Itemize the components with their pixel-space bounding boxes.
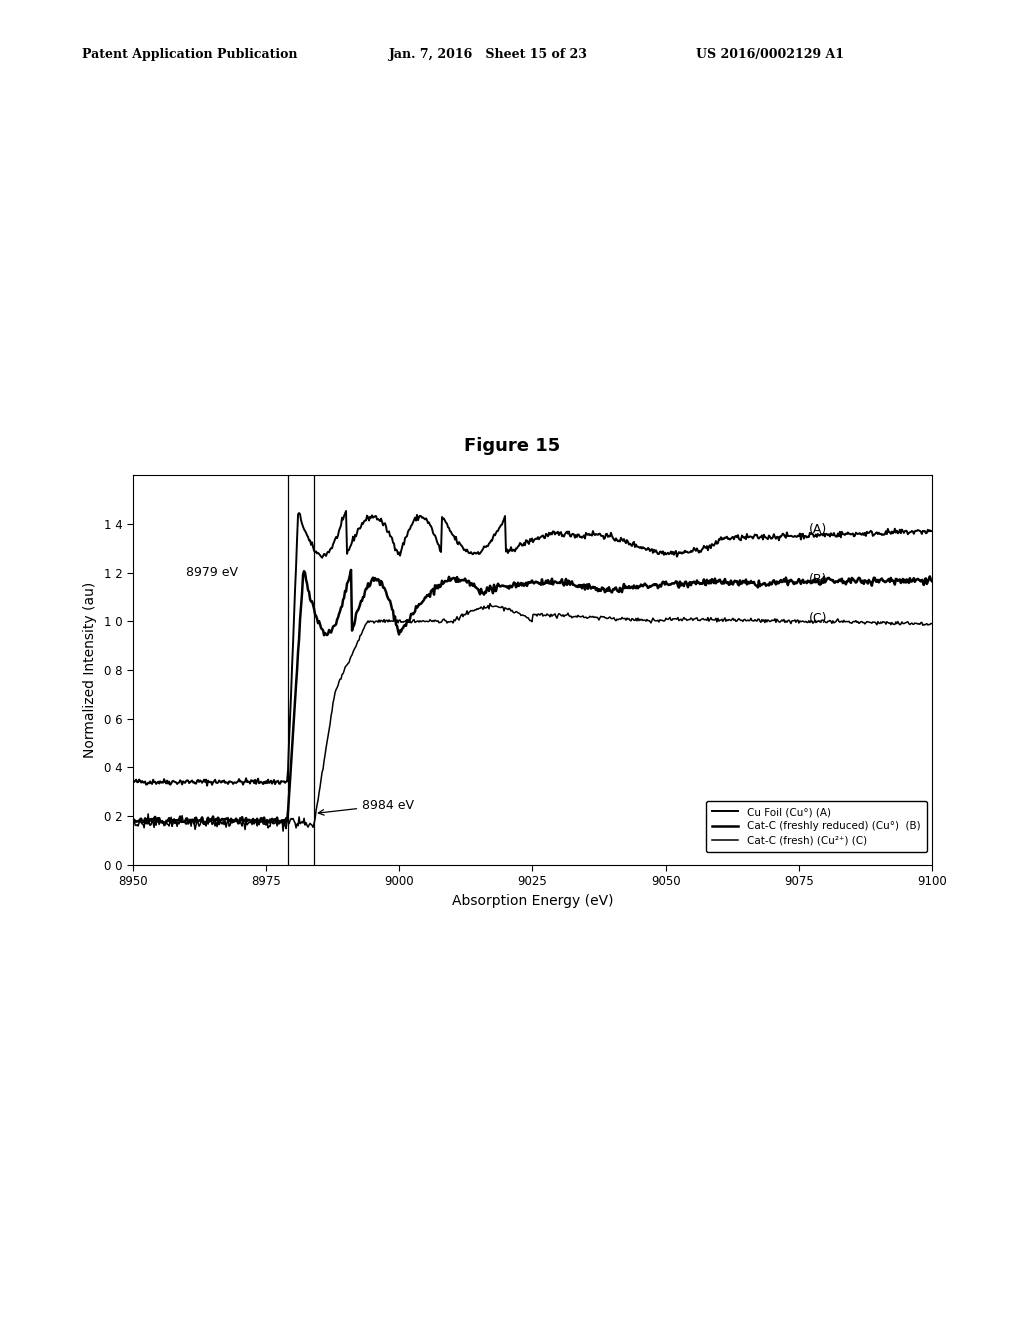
Legend: Cu Foil (Cu°) (A), Cat-C (freshly reduced) (Cu°)  (B), Cat-C (fresh) (Cu²⁺) (C): Cu Foil (Cu°) (A), Cat-C (freshly reduce… xyxy=(707,801,927,851)
Y-axis label: Normalized Intensity (au): Normalized Intensity (au) xyxy=(83,582,97,758)
Text: (B): (B) xyxy=(809,573,827,586)
Text: (A): (A) xyxy=(809,524,827,536)
Text: 8984 eV: 8984 eV xyxy=(318,799,414,816)
Text: Jan. 7, 2016   Sheet 15 of 23: Jan. 7, 2016 Sheet 15 of 23 xyxy=(389,48,588,61)
X-axis label: Absorption Energy (eV): Absorption Energy (eV) xyxy=(452,894,613,908)
Text: Figure 15: Figure 15 xyxy=(464,437,560,455)
Text: Patent Application Publication: Patent Application Publication xyxy=(82,48,297,61)
Text: (C): (C) xyxy=(809,612,827,626)
Text: 8979 eV: 8979 eV xyxy=(186,566,239,579)
Text: US 2016/0002129 A1: US 2016/0002129 A1 xyxy=(696,48,845,61)
